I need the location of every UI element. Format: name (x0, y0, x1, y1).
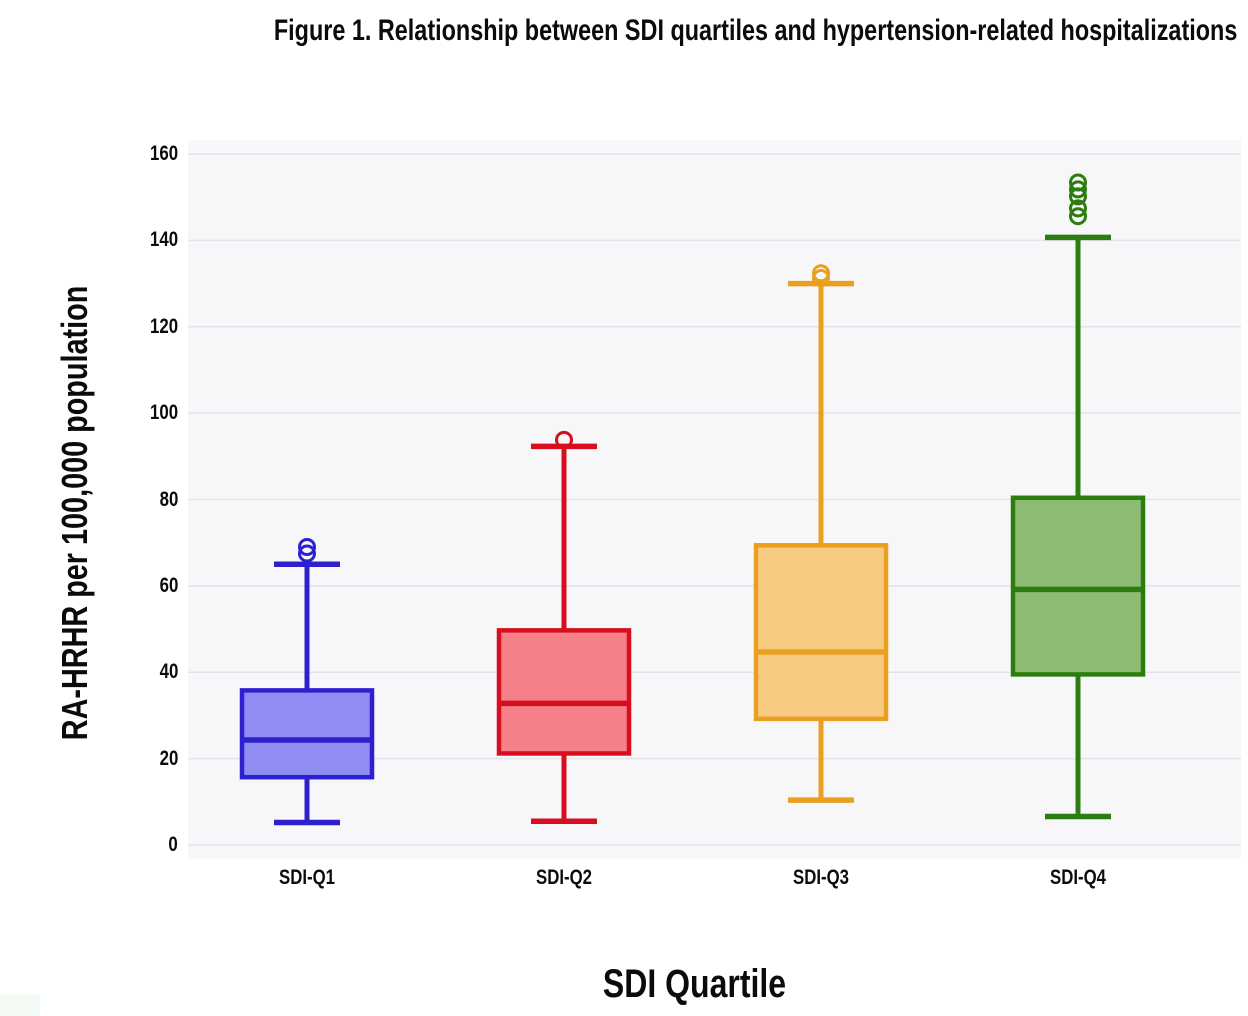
iqr-box (753, 543, 889, 722)
plot-area (188, 140, 1241, 859)
y-tick-label: 100 (149, 401, 178, 425)
x-tick-label: SDI-Q2 (535, 866, 592, 889)
box-SDI-Q3 (753, 264, 889, 803)
x-tick-SDI-Q3: SDI-Q3 (761, 866, 881, 890)
outlier-point (298, 538, 316, 557)
y-tick-40: 40 (108, 660, 178, 684)
boxplot-svg (188, 140, 1241, 859)
x-axis-label-text: SDI Quartile (602, 962, 786, 1006)
x-tick-label: SDI-Q1 (278, 866, 335, 889)
outlier-point (812, 264, 830, 283)
outlier-point (1069, 199, 1087, 218)
y-tick-label: 60 (159, 573, 178, 597)
y-axis-label: RA-HRHR per 100,000 population (54, 237, 98, 797)
iqr-box (239, 688, 375, 780)
outlier-point (1069, 173, 1087, 192)
y-tick-label: 160 (149, 142, 178, 165)
iqr-box (496, 628, 632, 756)
y-tick-label: 40 (159, 660, 178, 684)
box-SDI-Q1 (239, 538, 375, 826)
y-tick-120: 120 (108, 315, 178, 339)
y-tick-0: 0 (108, 833, 178, 857)
outlier-point (1069, 207, 1087, 226)
y-tick-20: 20 (108, 747, 178, 771)
y-tick-160: 160 (108, 142, 178, 166)
x-axis-label: SDI Quartile (0, 962, 1248, 1007)
y-tick-label: 120 (149, 314, 178, 338)
box-SDI-Q4 (1010, 173, 1146, 820)
outlier-point (298, 544, 316, 563)
iqr-box (1010, 495, 1146, 677)
y-tick-label: 20 (159, 746, 178, 770)
corner-artifact (0, 995, 40, 1016)
outlier-point (1069, 180, 1087, 199)
y-tick-100: 100 (108, 401, 178, 425)
box-SDI-Q2 (496, 430, 632, 824)
x-tick-SDI-Q2: SDI-Q2 (504, 866, 624, 890)
x-tick-label: SDI-Q3 (792, 866, 849, 889)
y-tick-140: 140 (108, 228, 178, 252)
y-tick-label: 80 (159, 487, 178, 511)
chart-title: Figure 1. Relationship between SDI quart… (0, 14, 1248, 48)
x-tick-label: SDI-Q4 (1049, 866, 1106, 889)
outlier-point (555, 430, 573, 449)
y-tick-label: 140 (149, 228, 178, 252)
chart-title-text: Figure 1. Relationship between SDI quart… (273, 14, 1238, 47)
x-tick-SDI-Q4: SDI-Q4 (1018, 866, 1138, 890)
y-tick-60: 60 (108, 574, 178, 598)
y-axis-label-text: RA-HRHR per 100,000 population (54, 285, 95, 741)
y-tick-label: 0 (168, 833, 178, 856)
y-tick-80: 80 (108, 488, 178, 512)
x-tick-SDI-Q1: SDI-Q1 (247, 866, 367, 890)
